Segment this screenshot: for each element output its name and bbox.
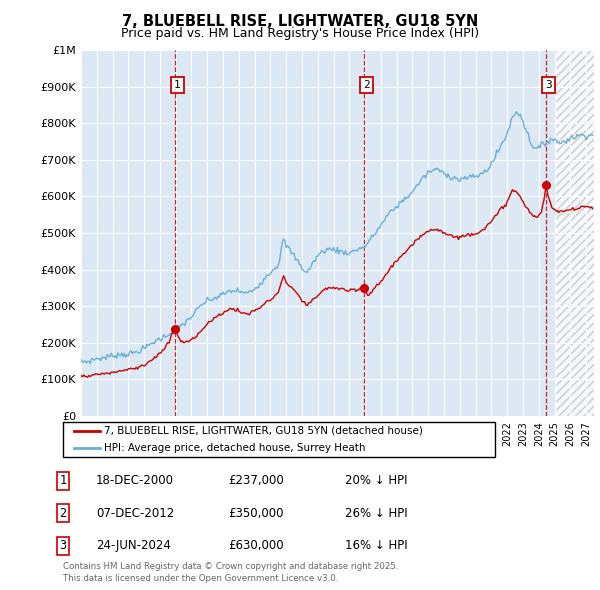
Text: £630,000: £630,000 [228,539,284,552]
Text: £237,000: £237,000 [228,474,284,487]
Bar [554,50,594,416]
Text: Price paid vs. HM Land Registry's House Price Index (HPI): Price paid vs. HM Land Registry's House … [121,27,479,40]
Text: 2: 2 [363,80,370,90]
Text: HPI: Average price, detached house, Surrey Heath: HPI: Average price, detached house, Surr… [104,444,365,453]
Text: 18-DEC-2000: 18-DEC-2000 [96,474,174,487]
Text: 7, BLUEBELL RISE, LIGHTWATER, GU18 5YN (detached house): 7, BLUEBELL RISE, LIGHTWATER, GU18 5YN (… [104,426,423,435]
Text: 2: 2 [59,507,67,520]
Text: 16% ↓ HPI: 16% ↓ HPI [345,539,407,552]
Text: 20% ↓ HPI: 20% ↓ HPI [345,474,407,487]
Bar [554,50,594,416]
Text: 7, BLUEBELL RISE, LIGHTWATER, GU18 5YN: 7, BLUEBELL RISE, LIGHTWATER, GU18 5YN [122,14,478,28]
Text: 1: 1 [59,474,67,487]
Text: 24-JUN-2024: 24-JUN-2024 [96,539,171,552]
Bar [554,50,594,416]
FancyBboxPatch shape [63,422,495,457]
Text: 3: 3 [545,80,552,90]
Text: 1: 1 [174,80,181,90]
Text: Contains HM Land Registry data © Crown copyright and database right 2025.
This d: Contains HM Land Registry data © Crown c… [63,562,398,583]
Text: 26% ↓ HPI: 26% ↓ HPI [345,507,407,520]
Text: £350,000: £350,000 [228,507,284,520]
Text: 07-DEC-2012: 07-DEC-2012 [96,507,174,520]
Text: 3: 3 [59,539,67,552]
